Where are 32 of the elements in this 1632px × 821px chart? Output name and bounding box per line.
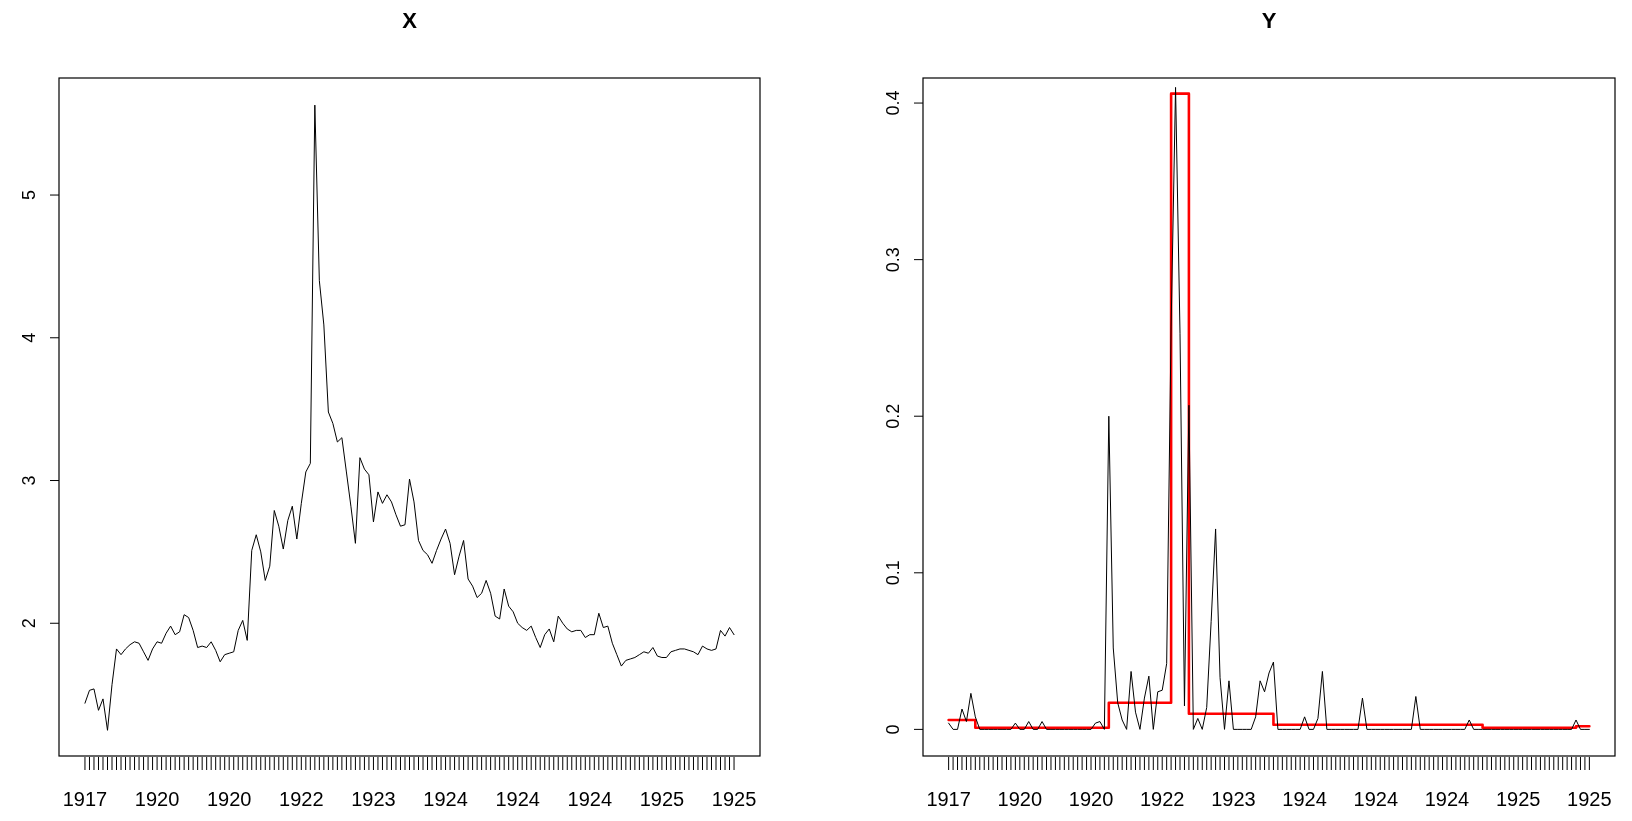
x-tick-label: 1923 — [351, 788, 396, 810]
x-tick-label: 1920 — [1068, 788, 1114, 810]
x-tick-label: 1924 — [1353, 788, 1399, 810]
x-tick-label: 1917 — [62, 788, 108, 810]
y-tick-label: 2 — [19, 618, 39, 629]
x-tick-label: 1922 — [279, 788, 324, 810]
x-tick-label: 1924 — [1282, 788, 1327, 810]
x-tick-label: 1924 — [495, 788, 540, 810]
x-tick-label: 1924 — [423, 788, 468, 810]
chart-title: X — [402, 8, 418, 33]
x-tick-label: 1925 — [639, 788, 685, 810]
x-tick-label: 1925 — [1567, 788, 1612, 810]
y-tick-label: 4 — [19, 332, 39, 343]
x-tick-label: 1920 — [134, 788, 180, 810]
chart-title: Y — [1261, 8, 1277, 33]
x-tick-label: 1925 — [1495, 788, 1541, 810]
x-tick-label: 1924 — [1424, 788, 1470, 810]
y-tick-label: 3 — [19, 475, 39, 486]
line-series — [84, 104, 735, 731]
y-tick-label: 0.2 — [883, 403, 903, 429]
y-tick-label: 0.4 — [883, 90, 903, 116]
x-tick-label: 1924 — [567, 788, 613, 810]
x-tick-label: 1923 — [1211, 788, 1256, 810]
x-tick-label: 1920 — [997, 788, 1043, 810]
x-tick-label: 1917 — [926, 788, 971, 810]
y-tick-label: 0.3 — [883, 247, 903, 273]
y-tick-label: 0.1 — [883, 560, 903, 586]
x-tick-label: 1922 — [1139, 788, 1185, 810]
y-tick-label: 0 — [883, 724, 903, 735]
y-tick-label: 5 — [19, 190, 39, 201]
x-tick-label: 1920 — [206, 788, 252, 810]
x-tick-label: 1925 — [711, 788, 757, 810]
